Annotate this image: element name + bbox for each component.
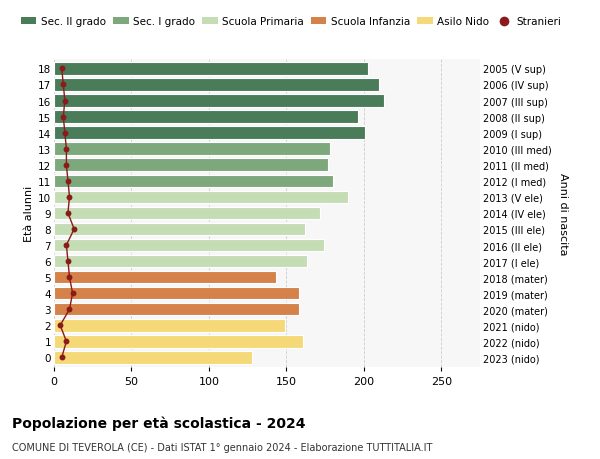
Point (65, 274, 74, 281)
Bar (54, 303, 299, 316)
Bar (54, 191, 349, 204)
Point (62, 146, 71, 153)
Point (63, 178, 73, 185)
Point (58, 82, 68, 89)
Point (62, 242, 71, 249)
Point (63, 210, 73, 217)
Text: COMUNE DI TEVEROLA (CE) - Dati ISTAT 1° gennaio 2024 - Elaborazione TUTTITALIA.I: COMUNE DI TEVEROLA (CE) - Dati ISTAT 1° … (12, 442, 433, 452)
Point (57, 66, 67, 73)
Point (62, 338, 71, 345)
Point (60, 130, 70, 137)
Point (55, 322, 65, 329)
Bar (54, 336, 304, 348)
Point (65, 194, 74, 201)
Point (65, 306, 74, 313)
Bar (54, 287, 299, 300)
Legend: Sec. II grado, Sec. I grado, Scuola Primaria, Scuola Infanzia, Asilo Nido, Stran: Sec. II grado, Sec. I grado, Scuola Prim… (21, 17, 561, 27)
Bar (54, 255, 307, 268)
Bar (54, 111, 358, 123)
Point (62, 162, 71, 169)
Y-axis label: Anni di nascita: Anni di nascita (558, 172, 568, 255)
Bar (54, 223, 305, 236)
Bar (54, 271, 275, 284)
Point (58, 114, 68, 121)
Bar (54, 63, 368, 76)
Point (70, 226, 79, 233)
Y-axis label: Età alunni: Età alunni (24, 185, 34, 241)
Bar (54, 175, 333, 188)
Point (57, 354, 67, 361)
Text: Popolazione per età scolastica - 2024: Popolazione per età scolastica - 2024 (12, 415, 305, 430)
Bar (54, 143, 330, 156)
Bar (54, 207, 320, 220)
Point (68, 290, 77, 297)
Bar (54, 239, 323, 252)
Bar (54, 127, 365, 140)
Point (63, 258, 73, 265)
Point (60, 98, 70, 105)
Bar (54, 159, 328, 172)
Bar (54, 95, 384, 107)
Bar (54, 319, 285, 332)
Bar (54, 79, 379, 91)
Bar (54, 351, 252, 364)
